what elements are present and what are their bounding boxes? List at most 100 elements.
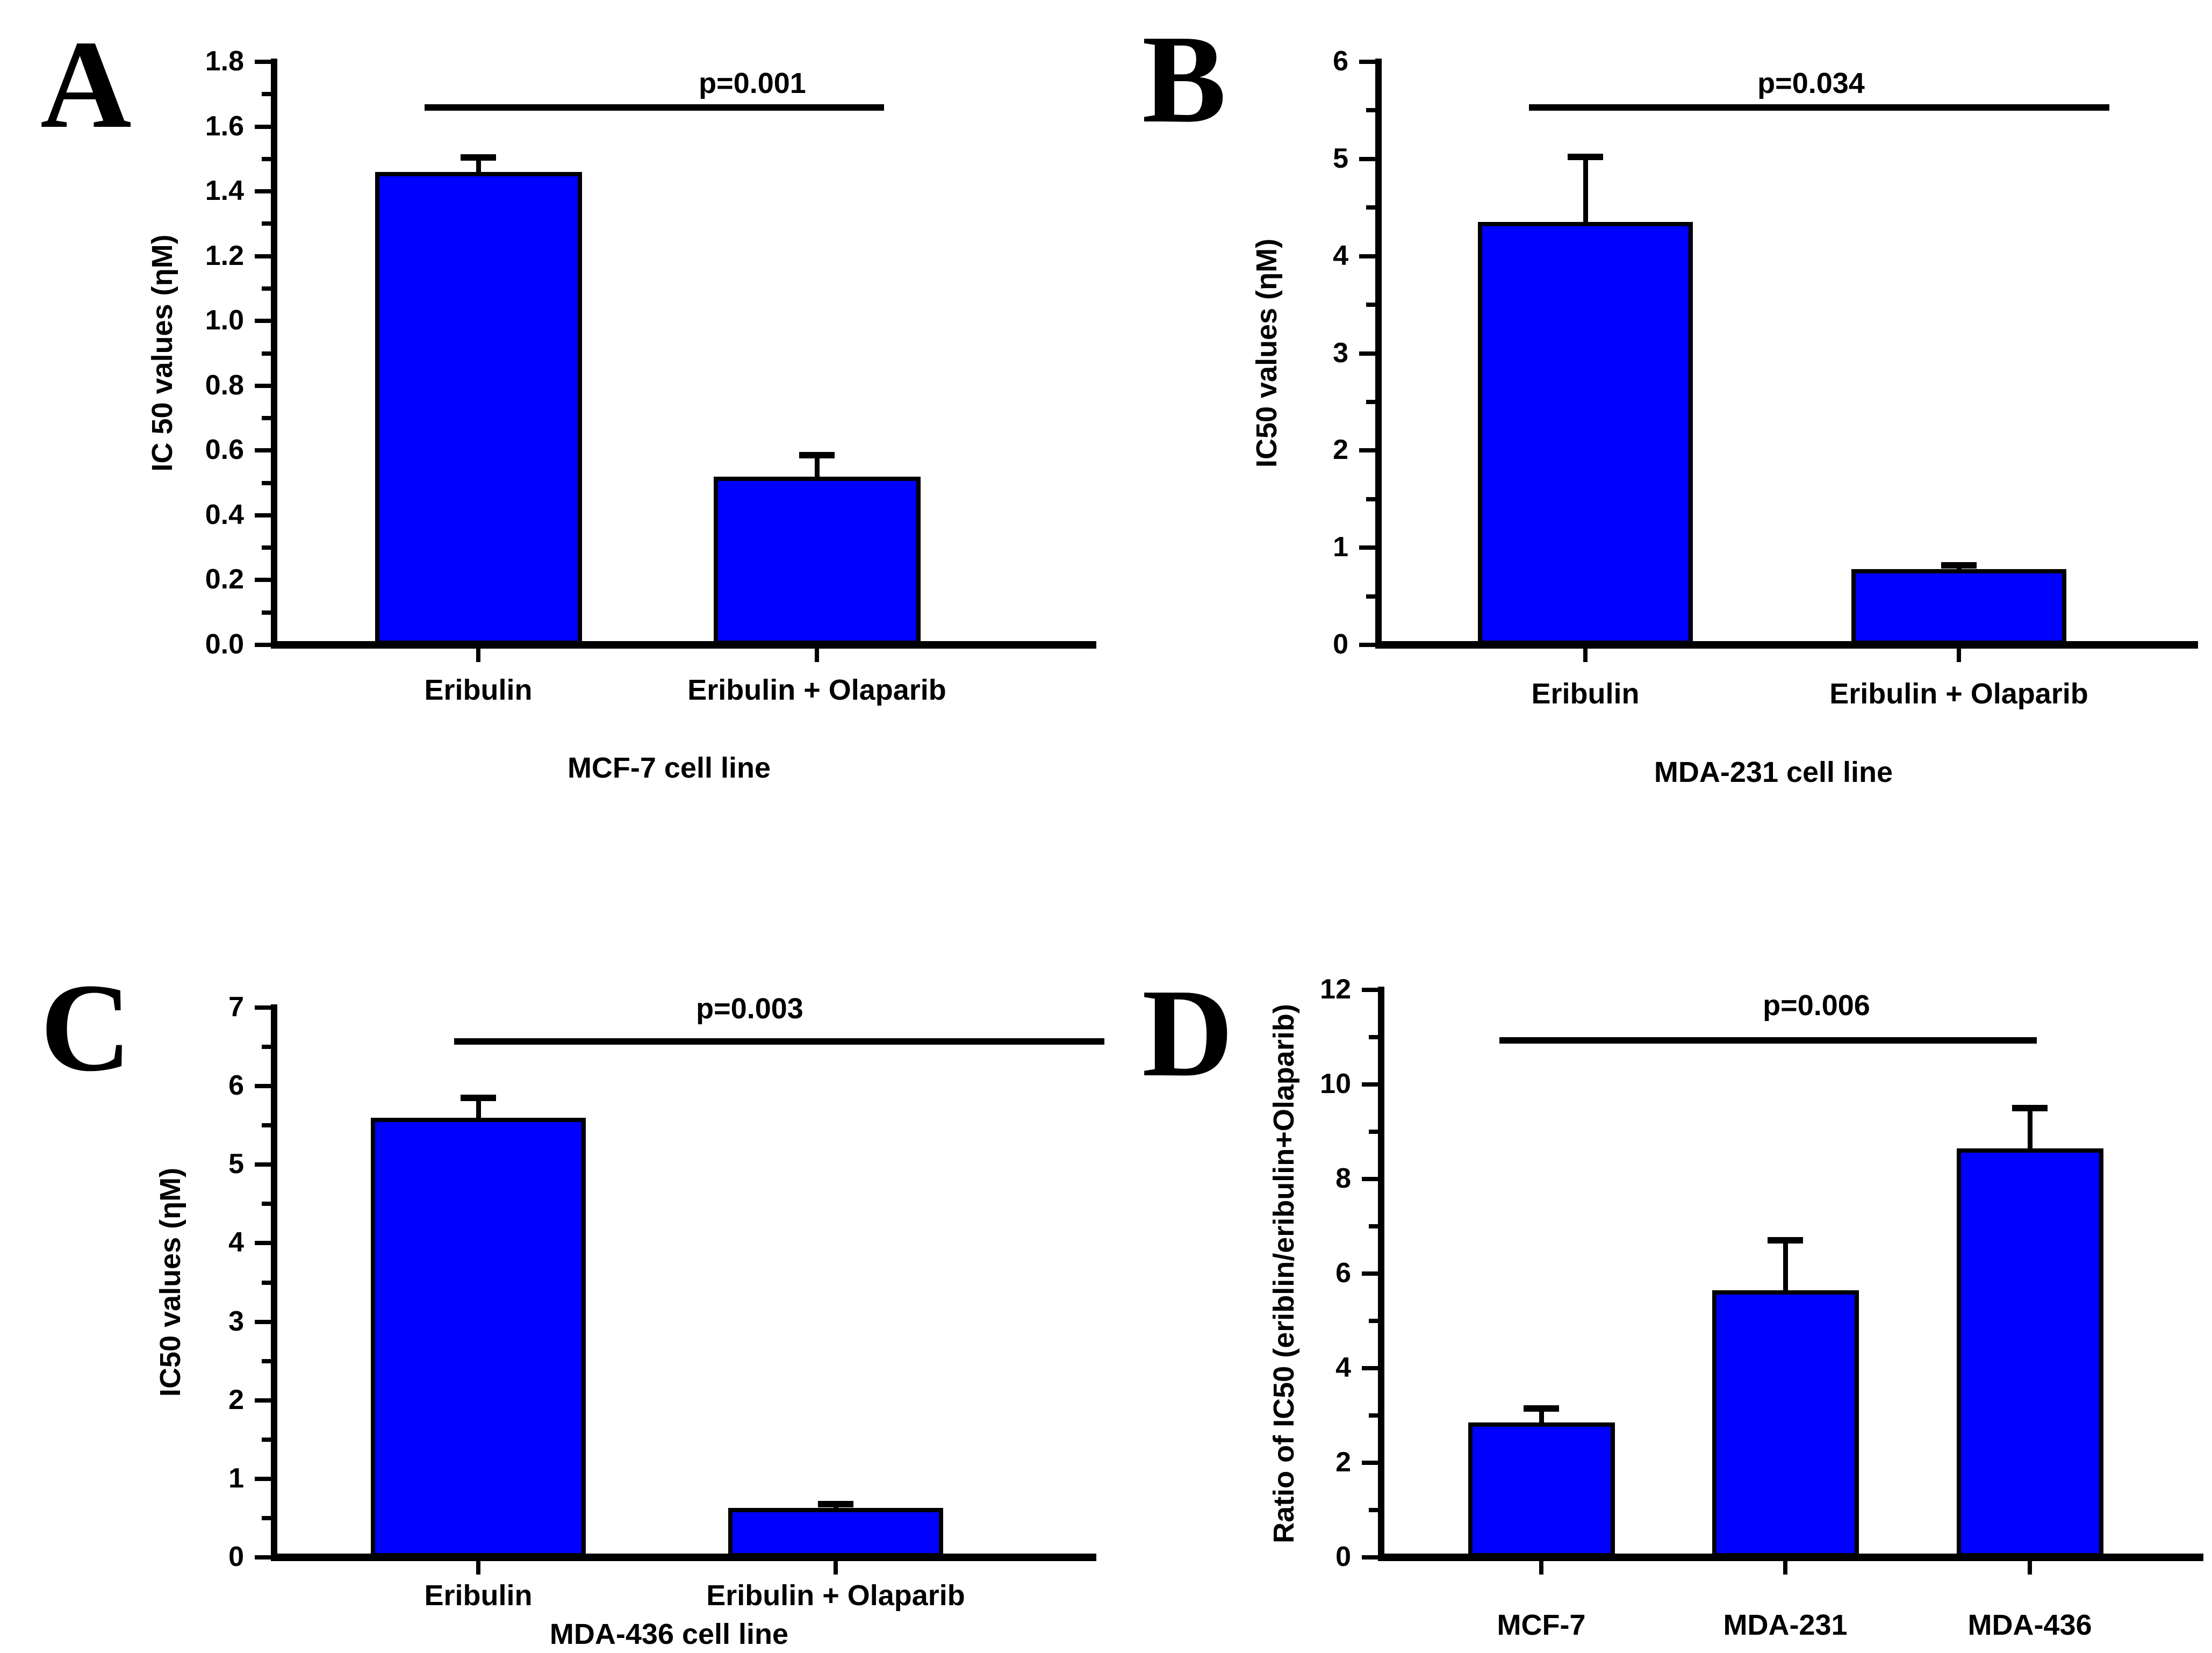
- significance-line: [425, 104, 884, 111]
- y-tick-major: [1362, 1461, 1378, 1465]
- x-tick: [834, 1561, 838, 1575]
- bar-Eribulin: [371, 1117, 586, 1557]
- y-tick-major: [1362, 1177, 1378, 1181]
- y-tick-major: [255, 643, 271, 647]
- y-tick-minor: [262, 286, 271, 291]
- error-bar-stem: [1783, 1240, 1788, 1290]
- y-tick-major: [255, 124, 271, 129]
- y-tick-major: [255, 1005, 271, 1010]
- y-tick-label: 6: [1333, 46, 1348, 77]
- y-tick-minor: [1366, 205, 1375, 210]
- y-tick-label: 2: [1333, 434, 1348, 466]
- y-tick-minor: [262, 156, 271, 161]
- y-axis-label: IC50 values (ηM): [1251, 238, 1283, 468]
- y-tick-label: 0.2: [205, 564, 244, 595]
- x-tick: [1583, 649, 1588, 662]
- y-tick-minor: [262, 92, 271, 97]
- x-tick: [476, 1561, 480, 1575]
- category-label: MDA-231: [1723, 1609, 1848, 1641]
- y-tick-label: 0: [1335, 1541, 1351, 1572]
- y-tick-label: 7: [228, 991, 244, 1023]
- y-tick-label: 1.4: [205, 175, 244, 207]
- bar-MDA-231: [1712, 1290, 1859, 1557]
- y-tick-label: 0: [228, 1541, 244, 1572]
- y-tick-major: [1359, 643, 1375, 647]
- bar-MDA-436: [1956, 1148, 2103, 1557]
- y-tick-minor: [1369, 1035, 1378, 1039]
- y-tick-label: 4: [1335, 1352, 1351, 1383]
- y-tick-minor: [262, 1437, 271, 1442]
- y-tick-major: [1359, 60, 1375, 64]
- y-tick-major: [255, 1476, 271, 1481]
- bar-Eribulin + Olaparib: [1851, 569, 2066, 645]
- y-tick-minor: [1369, 1413, 1378, 1418]
- x-tick: [1957, 649, 1961, 662]
- error-bar-cap: [818, 1500, 853, 1507]
- bar-Eribulin + Olaparib: [713, 476, 921, 645]
- y-tick-minor: [262, 1202, 271, 1206]
- y-tick-minor: [262, 1123, 271, 1128]
- y-axis-label: Ratio of IC50 (eriblin/eribulin+Olaparib…: [1268, 1004, 1300, 1543]
- y-tick-label: 1: [228, 1462, 244, 1494]
- y-tick-minor: [262, 480, 271, 485]
- error-bar-cap: [461, 1095, 496, 1102]
- category-label: MCF-7: [1497, 1609, 1586, 1641]
- p-value-label: p=0.001: [699, 67, 806, 99]
- y-tick-minor: [1366, 399, 1375, 404]
- category-label: Eribulin + Olaparib: [687, 674, 946, 706]
- y-axis-label: IC 50 values (ηM): [146, 234, 178, 472]
- y-tick-label: 3: [1333, 337, 1348, 369]
- y-tick-label: 1: [1333, 531, 1348, 563]
- y-tick-minor: [262, 1359, 271, 1363]
- error-bar-cap: [1941, 562, 1977, 569]
- y-tick-label: 0.6: [205, 434, 244, 466]
- y-axis-line: [1378, 987, 1384, 1561]
- y-tick-major: [255, 189, 271, 194]
- y-tick-minor: [1369, 1130, 1378, 1134]
- x-tick: [1539, 1561, 1543, 1575]
- error-bar-stem: [1583, 157, 1588, 222]
- y-tick-minor: [1366, 303, 1375, 307]
- y-tick-minor: [1366, 108, 1375, 113]
- p-value-label: p=0.003: [696, 993, 803, 1025]
- p-value-label: p=0.006: [1763, 989, 1870, 1022]
- x-tick: [815, 649, 819, 662]
- error-bar-stem: [815, 455, 820, 477]
- y-tick-label: 2: [228, 1384, 244, 1415]
- error-bar-stem: [476, 157, 481, 172]
- y-tick-label: 8: [1335, 1163, 1351, 1194]
- subtitle-cell-line: MCF-7 cell line: [567, 752, 771, 784]
- y-tick-major: [1362, 1366, 1378, 1370]
- y-tick-label: 12: [1320, 974, 1351, 1005]
- significance-line: [454, 1038, 1104, 1045]
- y-tick-label: 1.8: [205, 46, 244, 77]
- error-bar-stem: [476, 1098, 481, 1118]
- y-tick-major: [1362, 1082, 1378, 1087]
- y-tick-major: [255, 1162, 271, 1167]
- y-tick-minor: [262, 416, 271, 421]
- y-tick-label: 10: [1320, 1068, 1351, 1099]
- panel-letter-A: A: [40, 15, 132, 154]
- y-tick-major: [1359, 156, 1375, 161]
- x-tick: [1783, 1561, 1787, 1575]
- y-tick-major: [1359, 545, 1375, 550]
- y-tick-minor: [1369, 1508, 1378, 1512]
- y-tick-major: [255, 254, 271, 258]
- y-axis-line: [271, 59, 277, 649]
- bar-Eribulin: [1478, 222, 1693, 645]
- subtitle-cell-line: MDA-231 cell line: [1654, 756, 1893, 788]
- error-bar-cap: [461, 154, 496, 161]
- y-axis-line: [271, 1004, 277, 1561]
- y-tick-major: [255, 319, 271, 324]
- y-tick-label: 4: [1333, 240, 1348, 271]
- error-bar-stem: [1539, 1408, 1544, 1423]
- panel-letter-B: B: [1142, 9, 1226, 149]
- error-bar-cap: [1568, 154, 1603, 161]
- y-tick-minor: [1366, 594, 1375, 599]
- y-axis-line: [1375, 59, 1382, 649]
- y-tick-label: 0: [1333, 629, 1348, 660]
- x-tick: [2028, 1561, 2032, 1575]
- y-tick-major: [255, 60, 271, 64]
- x-tick: [476, 649, 480, 662]
